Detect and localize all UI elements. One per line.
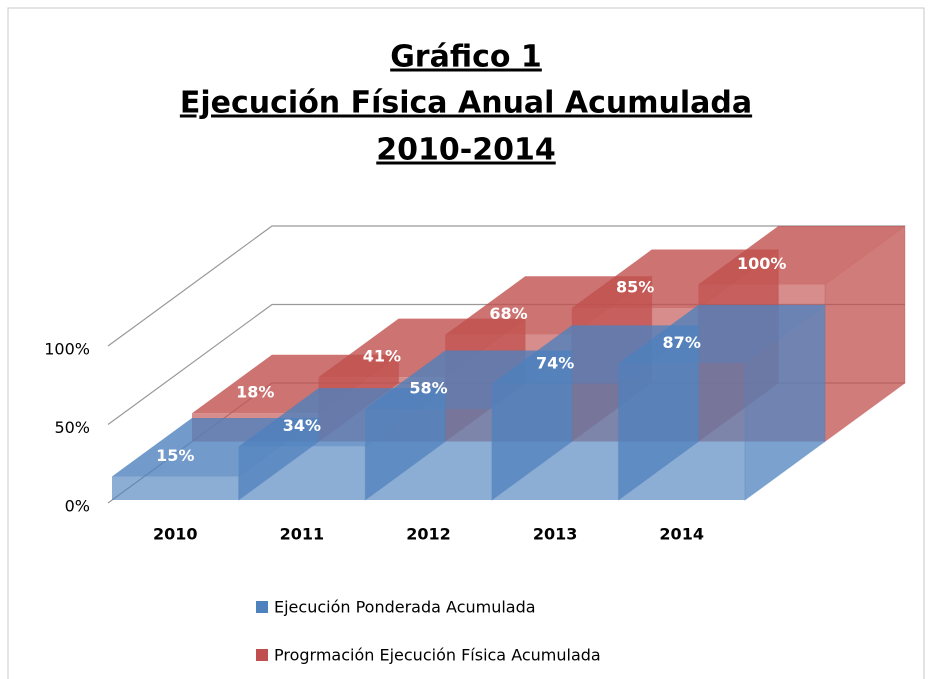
bar	[112, 416, 320, 501]
y-tick-label: 0%	[65, 497, 90, 516]
chart-title: 2010-2014	[376, 133, 555, 168]
value-label: 85%	[616, 278, 654, 297]
value-label: 58%	[409, 378, 447, 397]
legend-label: Progrmación Ejecución Física Acumulada	[274, 646, 601, 665]
y-tick-label: 100%	[44, 340, 90, 359]
x-tick-label: 2012	[406, 525, 451, 544]
value-label: 15%	[156, 446, 194, 465]
x-tick-label: 2013	[533, 525, 578, 544]
value-label: 87%	[663, 333, 701, 352]
bar-top	[192, 354, 399, 414]
chart-title: Ejecución Física Anual Acumulada	[180, 86, 752, 121]
value-label: 34%	[283, 416, 321, 435]
value-label: 18%	[236, 383, 274, 402]
legend-swatch	[256, 601, 268, 613]
value-label: 100%	[737, 254, 786, 273]
bar-top	[112, 417, 319, 477]
chart-title: Gráfico 1	[390, 40, 542, 75]
y-tick-label: 50%	[54, 418, 90, 437]
bar-front	[112, 476, 239, 500]
value-label: 41%	[363, 347, 401, 366]
legend-swatch	[256, 649, 268, 661]
value-label: 74%	[536, 353, 574, 372]
x-tick-label: 2014	[659, 525, 704, 544]
value-label: 68%	[489, 304, 527, 323]
legend-label: Ejecución Ponderada Acumulada	[274, 598, 536, 617]
grid-line	[107, 225, 905, 347]
x-tick-label: 2010	[153, 525, 198, 544]
x-tick-label: 2011	[280, 525, 325, 544]
